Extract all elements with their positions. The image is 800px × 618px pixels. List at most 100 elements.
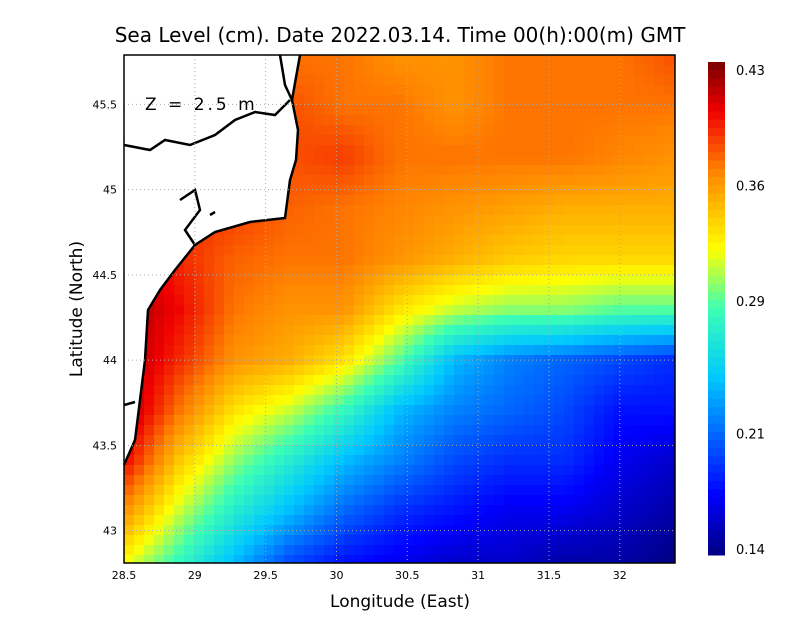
heatmap-cell (384, 355, 395, 366)
heatmap-cell (644, 105, 655, 116)
heatmap-cell (644, 405, 655, 416)
heatmap-cell (314, 185, 325, 196)
heatmap-cell (544, 55, 555, 66)
heatmap-cell (384, 75, 395, 86)
heatmap-cell (364, 495, 375, 506)
heatmap-cell (394, 295, 405, 306)
heatmap-cell (294, 305, 305, 316)
heatmap-cell (534, 475, 545, 486)
heatmap-cell (194, 435, 205, 446)
heatmap-cell (424, 125, 435, 136)
heatmap-cell (264, 365, 275, 376)
heatmap-cell (634, 275, 645, 286)
colorbar-segment (708, 103, 725, 112)
heatmap-cell (224, 525, 235, 536)
heatmap-cell (454, 445, 465, 456)
heatmap-cell (294, 275, 305, 286)
heatmap-cell (314, 175, 325, 186)
heatmap-cell (144, 395, 155, 406)
heatmap-cell (434, 465, 445, 476)
heatmap-cell (244, 525, 255, 536)
heatmap-cell (534, 145, 545, 156)
heatmap-cell (394, 415, 405, 426)
heatmap-cell (414, 165, 425, 176)
heatmap-cell (244, 405, 255, 416)
heatmap-cell (304, 135, 315, 146)
heatmap-cell (304, 255, 315, 266)
heatmap-cell (514, 325, 525, 336)
heatmap-cell (424, 285, 435, 296)
heatmap-cell (484, 405, 495, 416)
heatmap-cell (274, 325, 285, 336)
heatmap-cell (364, 85, 375, 96)
heatmap-cell (364, 365, 375, 376)
heatmap-cell (344, 125, 355, 136)
heatmap-cell (444, 145, 455, 156)
heatmap-cell (314, 375, 325, 386)
x-tick-label: 28.5 (112, 569, 137, 582)
heatmap-cell (544, 175, 555, 186)
heatmap-cell (284, 405, 295, 416)
heatmap-cell (374, 185, 385, 196)
heatmap-cell (534, 205, 545, 216)
heatmap-cell (574, 235, 585, 246)
heatmap-cell (614, 375, 625, 386)
heatmap-cell (344, 435, 355, 446)
heatmap-cell (534, 375, 545, 386)
heatmap-cell (654, 455, 665, 466)
heatmap-cell (184, 535, 195, 546)
heatmap-cell (564, 405, 575, 416)
heatmap-cell (204, 265, 215, 276)
heatmap-cell (374, 265, 385, 276)
heatmap-cell (284, 425, 295, 436)
heatmap-cell (544, 395, 555, 406)
heatmap-cell (554, 115, 565, 126)
heatmap-cell (654, 345, 665, 356)
heatmap-cell (664, 325, 675, 336)
heatmap-cell (374, 365, 385, 376)
heatmap-cell (294, 335, 305, 346)
y-tick-label: 45.5 (93, 98, 118, 111)
heatmap-cell (364, 305, 375, 316)
heatmap-cell (664, 555, 675, 564)
heatmap-cell (164, 505, 175, 516)
heatmap-cell (504, 435, 515, 446)
heatmap-cell (454, 235, 465, 246)
heatmap-cell (404, 325, 415, 336)
heatmap-cell (164, 465, 175, 476)
heatmap-cell (534, 505, 545, 516)
heatmap-cell (454, 345, 465, 356)
heatmap-cell (354, 445, 365, 456)
heatmap-cell (544, 295, 555, 306)
heatmap-cell (284, 305, 295, 316)
heatmap-cell (564, 115, 575, 126)
heatmap-cell (444, 155, 455, 166)
heatmap-cell (304, 485, 315, 496)
heatmap-cell (484, 395, 495, 406)
heatmap-cell (484, 445, 495, 456)
heatmap-cell (574, 465, 585, 476)
heatmap-cell (394, 75, 405, 86)
heatmap-cell (464, 205, 475, 216)
heatmap-cell (614, 495, 625, 506)
colorbar-segment (708, 300, 725, 309)
heatmap-cell (634, 115, 645, 126)
heatmap-cell (324, 325, 335, 336)
heatmap-cell (234, 525, 245, 536)
heatmap-cell (294, 535, 305, 546)
heatmap-cell (314, 555, 325, 564)
heatmap-cell (344, 185, 355, 196)
heatmap-cell (414, 185, 425, 196)
heatmap-cell (514, 395, 525, 406)
heatmap-cell (434, 535, 445, 546)
heatmap-cell (494, 55, 505, 66)
heatmap-cell (334, 445, 345, 456)
heatmap-cell (314, 125, 325, 136)
heatmap-cell (434, 215, 445, 226)
heatmap-cell (464, 375, 475, 386)
heatmap-cell (544, 315, 555, 326)
heatmap-cell (164, 415, 175, 426)
heatmap-cell (364, 75, 375, 86)
heatmap-cell (174, 375, 185, 386)
heatmap-cell (394, 155, 405, 166)
